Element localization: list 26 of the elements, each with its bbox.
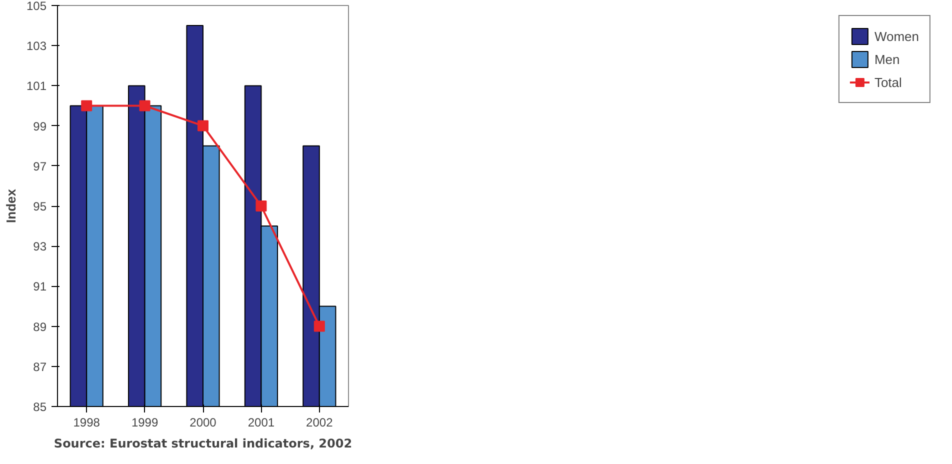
point [314, 320, 325, 332]
y-tick-label: 89 [33, 320, 47, 334]
y-tick-label: 91 [33, 280, 47, 294]
legend-label: Men [874, 52, 900, 66]
y-axis-title: Index [3, 188, 18, 223]
point [139, 100, 150, 112]
x-tick-label: 1999 [131, 416, 158, 430]
point [81, 100, 92, 112]
y-tick-label: 105 [26, 0, 47, 13]
point [256, 200, 267, 212]
x-tick-label: 2001 [248, 416, 275, 430]
y-tick-label: 101 [26, 79, 47, 94]
y-tick-label: 85 [33, 400, 47, 414]
legend-label: Women [874, 28, 919, 44]
source-note: Source: Eurostat structural indicators, 2002 [54, 436, 352, 450]
x-tick-label: 2002 [306, 416, 334, 430]
y-tick-label: 97 [33, 159, 47, 174]
legend-label: Total [874, 74, 902, 90]
y-tick-label: 95 [33, 200, 47, 214]
y-tick-label: 99 [33, 119, 47, 134]
x-tick-label: 2000 [190, 416, 217, 430]
y-tick-label: 103 [26, 39, 47, 54]
y-tick-label: 93 [33, 240, 47, 254]
y-tick-label: 87 [33, 360, 47, 374]
x-tick-label: 1998 [73, 416, 100, 430]
point [198, 120, 208, 132]
